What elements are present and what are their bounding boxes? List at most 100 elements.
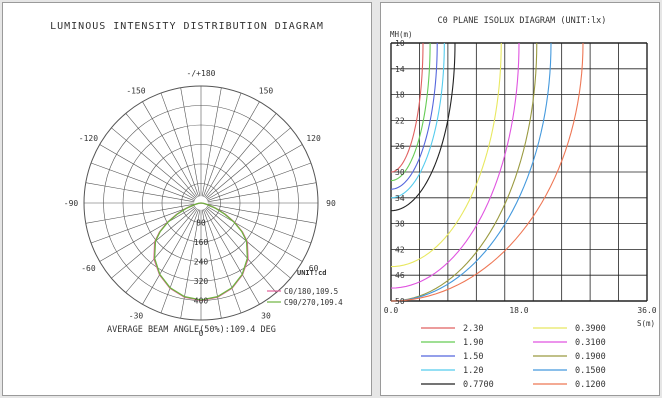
polar-grid [83,85,319,321]
polar-spoke [204,208,260,305]
polar-legend: C0/180,109.5 C90/270,109.4 [267,287,343,307]
isolux-legend-label: 0.3900 [575,324,606,334]
isolux-legend-label: 1.90 [463,338,483,348]
isolux-y-tick: 38 [395,220,405,229]
isolux-legend: 2.30 1.90 1.50 1.20 0.7700 0.3900 0.3100 0.1900… [421,324,606,390]
isolux-grid [390,42,648,302]
polar-angle-label: -90 [64,199,79,208]
isolux-contour [390,42,584,302]
polar-spoke [203,92,242,197]
isolux-y-tick: 34 [395,194,405,203]
isolux-y-tick: 46 [395,271,405,280]
isolux-ticks: 10 14 18 22 26 30 34 38 42 46 500.0 18.0 36.0 [384,39,657,315]
isolux-y-tick: 10 [395,39,405,48]
polar-title: LUMINOUS INTENSITY DISTRIBUTION DIAGRAM [50,21,324,32]
polar-radial-tick: 160 [194,238,209,247]
isolux-legend-label: 1.20 [463,366,483,376]
polar-spoke [201,87,222,197]
polar-footer: AVERAGE BEAM ANGLE(50%):109.4 DEG [107,325,276,335]
isolux-y-tick: 22 [395,116,405,125]
isolux-legend-label: 0.7700 [463,380,494,390]
polar-angle-label: -60 [81,264,96,273]
polar-spoke [99,206,196,262]
polar-spoke [142,208,198,305]
isolux-contour [390,42,445,199]
isolux-legend-label: 0.1900 [575,352,606,362]
polar-angle-label: 0 [199,329,204,338]
polar-spoke [125,208,197,293]
isolux-curves [390,42,584,302]
polar-spoke [207,205,312,244]
polar-angle-label: -30 [129,312,144,321]
polar-spoke [125,113,197,198]
isolux-panel: C0 PLANE ISOLUX DIAGRAM (UNIT:lx) MH(m) … [380,2,660,396]
isolux-y-tick: 50 [395,297,405,306]
polar-angle-label: -/+180 [187,69,216,78]
polar-spoke [85,182,195,203]
polar-spoke [180,209,201,319]
polar-angle-label: 150 [259,86,274,95]
isolux-title: C0 PLANE ISOLUX DIAGRAM (UNIT:lx) [438,16,607,26]
polar-spoke [207,162,312,201]
polar-spoke [90,162,195,201]
polar-spoke [160,209,199,314]
polar-panel: LUMINOUS INTENSITY DISTRIBUTION DIAGRAM … [2,2,372,396]
polar-angle-label: 120 [306,134,321,143]
polar-spoke [206,206,303,262]
isolux-contour [390,42,502,268]
isolux-contour [390,42,456,212]
isolux-x-tick: 36.0 [637,306,656,315]
polar-series-curve [153,202,249,301]
polar-labels: 80 160 240 320 400 -/+180 150 -150 120 -120 90 -90 6… [64,69,336,338]
isolux-x-tick: 0.0 [384,306,399,315]
isolux-chart: C0 PLANE ISOLUX DIAGRAM (UNIT:lx) MH(m) … [384,16,657,390]
polar-unit-label: UNIT:cd [297,269,327,277]
polar-spoke [90,205,195,244]
polar-spoke [85,203,195,224]
polar-spoke [205,208,277,293]
polar-radial-tick: 80 [196,219,206,228]
isolux-legend-label: 0.1200 [575,380,606,390]
polar-angle-label: -150 [126,86,145,95]
polar-spoke [204,101,260,198]
polar-spoke [207,182,317,203]
polar-spoke [99,144,196,200]
isolux-contour [390,42,431,182]
polar-spoke [111,207,196,279]
isolux-legend-label: 2.30 [463,324,483,334]
polar-curves [153,202,249,302]
polar-spoke [180,87,201,197]
isolux-contour [390,42,538,302]
isolux-x-tick: 18.0 [509,306,528,315]
polar-radial-tick: 240 [194,258,209,267]
polar-radial-tick: 400 [194,297,209,306]
isolux-y-tick: 42 [395,245,405,254]
isolux-y-tick: 18 [395,91,405,100]
isolux-x-axis-label: S(m) [637,319,655,328]
isolux-y-tick: 26 [395,142,405,151]
isolux-legend-label: 0.3100 [575,338,606,348]
polar-spoke [160,92,199,197]
polar-angle-label: 60 [309,264,319,273]
polar-legend-label: C0/180,109.5 [284,287,338,296]
polar-spoke [206,144,303,200]
polar-spoke [111,127,196,199]
isolux-contour [390,42,438,190]
polar-angle-label: -120 [79,134,98,143]
polar-spoke [207,203,317,224]
isolux-y-axis-label: MH(m) [390,30,413,39]
isolux-y-tick: 14 [395,65,405,74]
polar-legend-label: C90/270,109.4 [284,298,343,307]
polar-spoke [205,113,277,198]
isolux-contour [390,42,520,289]
polar-angle-label: 90 [326,199,336,208]
polar-chart: LUMINOUS INTENSITY DISTRIBUTION DIAGRAM … [50,21,343,338]
isolux-contour [390,42,424,173]
polar-angle-label: 30 [261,312,271,321]
polar-spoke [206,207,291,279]
isolux-legend-label: 1.50 [463,352,483,362]
polar-spoke [206,127,291,199]
isolux-y-tick: 30 [395,168,405,177]
isolux-contour [390,42,552,302]
